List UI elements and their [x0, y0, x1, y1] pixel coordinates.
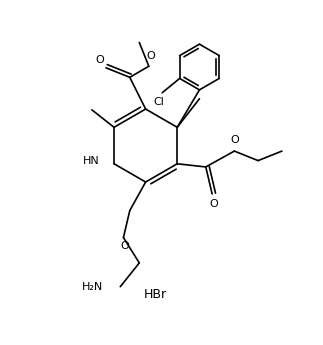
Text: O: O [95, 55, 104, 65]
Text: O: O [209, 199, 218, 209]
Text: O: O [146, 51, 155, 61]
Text: HN: HN [83, 156, 100, 166]
Text: H₂N: H₂N [82, 282, 103, 292]
Text: Cl: Cl [154, 98, 164, 108]
Text: HBr: HBr [144, 288, 167, 301]
Text: O: O [121, 241, 130, 251]
Text: O: O [230, 135, 239, 145]
